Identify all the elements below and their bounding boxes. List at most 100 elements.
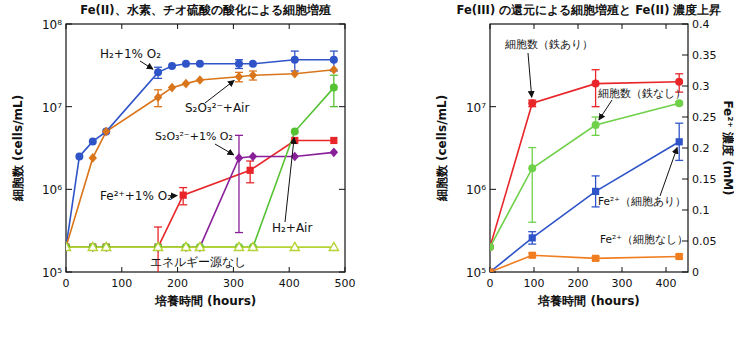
y-tick-label: 10⁵	[466, 266, 486, 280]
data-point	[330, 65, 338, 75]
x-tick	[578, 267, 579, 272]
x-tick-top	[233, 24, 234, 29]
data-point	[89, 243, 97, 251]
series-label: H₂+Air	[272, 221, 312, 235]
error-cap	[528, 231, 536, 232]
data-point	[291, 69, 299, 79]
x-tick-label: 400	[656, 277, 677, 290]
data-point	[153, 242, 162, 250]
data-point	[490, 268, 494, 272]
chart-title: Fe(II)、水素、チオ硫酸の酸化による細胞増殖	[80, 3, 330, 17]
y-tick	[66, 189, 72, 190]
error-bar	[179, 188, 187, 205]
x-tick-label: 300	[612, 277, 633, 290]
data-point	[676, 253, 683, 260]
x-tick-top	[289, 24, 290, 29]
error-bar	[246, 161, 254, 183]
series-line	[66, 140, 334, 247]
data-point	[529, 234, 536, 241]
error-bar	[592, 117, 600, 135]
annotations: 細胞数（鉄あり）細胞数（鉄なし）Fe²⁺（細胞あり）Fe²⁺（細胞なし）	[504, 38, 688, 245]
x-tick-top	[177, 24, 178, 29]
data-point	[75, 152, 83, 160]
y-axis-label: 細胞数 (cells/mL)	[11, 95, 25, 202]
error-stem	[532, 148, 533, 223]
data-point	[291, 56, 299, 64]
series-label: Fe²⁺（細胞あり）	[598, 195, 686, 207]
y-tick-label: 10⁶	[42, 183, 62, 197]
y2-tick-label: 0.15	[692, 173, 717, 186]
error-cap	[592, 175, 600, 176]
error-bar	[291, 51, 299, 71]
error-bar	[249, 71, 257, 80]
x-axis-label: 培養時間 (hours)	[154, 294, 257, 308]
data-point	[182, 60, 190, 68]
error-bar	[528, 232, 536, 244]
error-cap	[592, 135, 600, 136]
error-cap	[154, 89, 162, 90]
error-cap	[154, 226, 162, 227]
data-point	[592, 188, 599, 195]
annotation-arrow	[660, 147, 677, 196]
x-tick	[534, 267, 535, 272]
error-bar	[235, 135, 243, 232]
data-point	[675, 99, 683, 107]
error-cap	[154, 106, 162, 107]
y2-tick	[682, 55, 688, 56]
series-line	[490, 82, 679, 247]
data-point	[66, 242, 70, 252]
y2-tick	[682, 148, 688, 149]
x-tick	[66, 267, 67, 272]
error-cap	[592, 116, 600, 117]
series-line	[66, 60, 334, 247]
data-point	[102, 127, 110, 137]
error-cap	[592, 69, 600, 70]
data-point	[182, 243, 190, 251]
annotation-arrow	[205, 80, 234, 103]
error-cap	[528, 222, 536, 223]
x-tick	[622, 267, 623, 272]
data-point	[490, 243, 494, 251]
error-cap	[330, 106, 338, 107]
y-tick-label: 10⁸	[42, 18, 62, 32]
y-tick	[66, 106, 72, 107]
data-point	[154, 68, 162, 76]
data-point	[102, 243, 110, 251]
x-tick-top	[534, 24, 535, 29]
x-tick-label: 0	[63, 277, 70, 290]
error-bar	[235, 60, 243, 69]
series-line	[490, 255, 679, 272]
series-label: 細胞数（鉄あり）	[504, 38, 593, 51]
plot-marks	[66, 51, 338, 272]
x-tick-top	[622, 24, 623, 29]
error-cap	[291, 50, 299, 51]
error-bar	[528, 148, 536, 223]
y-tick-label: 10⁷	[466, 101, 486, 115]
data-point	[182, 242, 190, 252]
error-cap	[330, 75, 338, 76]
data-point	[329, 242, 338, 250]
error-cap	[235, 68, 243, 69]
data-point	[235, 153, 243, 163]
data-point	[528, 99, 536, 107]
data-point	[529, 252, 536, 259]
data-point	[675, 78, 683, 86]
y-axis-label: 細胞数 (cells/mL)	[435, 95, 449, 202]
data-point	[234, 242, 243, 250]
series-line	[66, 70, 334, 247]
error-bar	[330, 75, 338, 106]
y2-axis-label: Fe²⁺ 濃度 (mM)	[721, 100, 734, 195]
error-bar	[675, 123, 683, 160]
x-tick-label: 100	[524, 277, 545, 290]
error-bar	[154, 90, 162, 107]
data-point	[168, 62, 176, 70]
y2-tick-label: 0.1	[692, 204, 710, 217]
data-point	[196, 243, 204, 251]
series-label: H₂+1% O₂	[100, 47, 161, 61]
error-bar	[154, 67, 162, 78]
error-cap	[528, 243, 536, 244]
data-point	[66, 242, 71, 250]
series-label: Fe²⁺（細胞なし）	[600, 233, 688, 245]
y-tick	[66, 24, 72, 25]
data-point	[528, 164, 536, 172]
